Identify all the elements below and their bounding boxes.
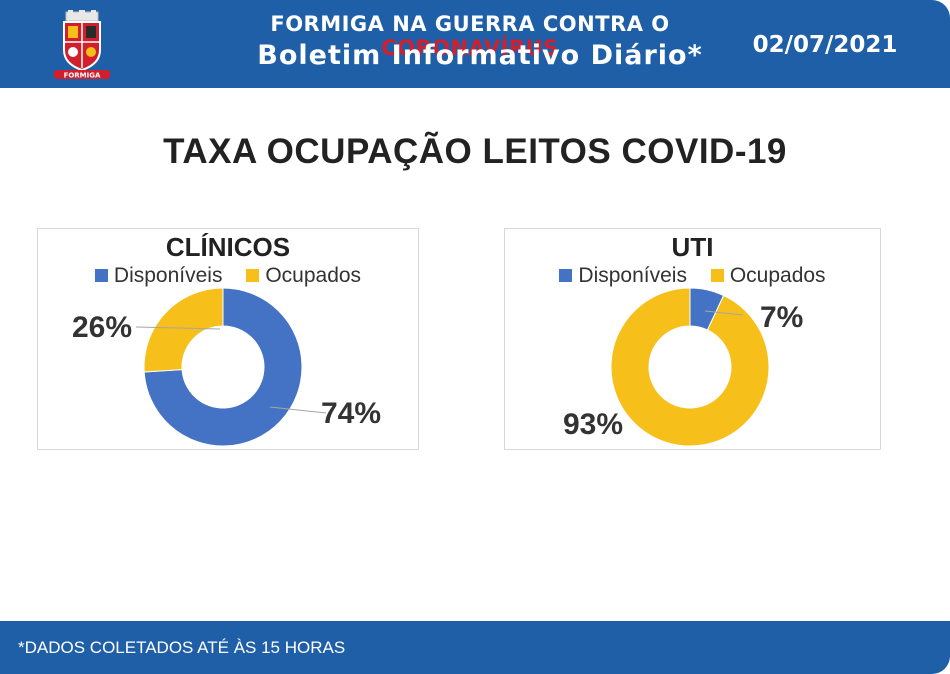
leader-line [704,310,744,316]
data-label-ocupados: 26% [72,311,132,344]
donut-chart-uti: 7% 93% [563,287,803,447]
logo-ribbon-text: FORMIGA [64,72,101,80]
data-label-disponiveis: 74% [321,397,381,430]
legend-label: Disponíveis [113,264,223,287]
legend-item-ocupados: Ocupados [710,264,826,288]
chart-title: CLÍNICOS [165,232,291,262]
header-bar: FORMIGA FORMIGA NA GUERRA CONTRA O CORON… [0,0,950,88]
legend-swatch-disponiveis [94,269,108,282]
slice-ocupados [143,287,224,373]
legend-item-disponiveis: Disponíveis [94,264,223,288]
legend-swatch-ocupados [246,269,260,282]
chart-panel-clinicos: CLÍNICOS Disponíveis Ocupados 74% 26% [37,228,419,450]
chart-legend: Disponíveis Ocupados [38,264,418,288]
slice-ocupados [610,287,770,447]
donut-chart-clinicos: 74% 26% [72,287,381,447]
legend-swatch-disponiveis [559,269,573,282]
city-coat-of-arms-logo: FORMIGA [54,10,110,80]
header-subtitle: Boletim Informativo Diário* [257,40,703,71]
data-label-ocupados: 93% [563,408,623,441]
legend-label: Ocupados [265,264,362,287]
legend-label: Disponíveis [578,264,687,287]
page-title: TAXA OCUPAÇÃO LEITOS COVID-19 [163,132,787,171]
leader-line [135,326,221,330]
slice-disponiveis [143,287,303,447]
footer-bar: *DADOS COLETADOS ATÉ ÀS 15 HORAS [0,621,950,674]
legend-item-disponiveis: Disponíveis [559,264,687,288]
footer-note: *DADOS COLETADOS ATÉ ÀS 15 HORAS [18,638,346,657]
data-label-disponiveis: 7% [760,301,803,334]
legend-label: Ocupados [729,264,826,287]
chart-title: UTI [671,232,714,262]
bulletin-date: 02/07/2021 [752,32,898,58]
legend-item-ocupados: Ocupados [246,264,361,288]
header-title: FORMIGA NA GUERRA CONTRA O CORONAVÍRUS [250,12,690,60]
chart-panel-uti: UTI Disponíveis Ocupados 7% 93% [504,228,881,450]
header-title-highlight: CORONAVÍRUS [381,36,559,60]
header-title-text: FORMIGA NA GUERRA CONTRA O [270,12,670,36]
leader-line [269,406,327,414]
legend-swatch-ocupados [710,269,724,282]
chart-legend: Disponíveis Ocupados [505,264,880,288]
